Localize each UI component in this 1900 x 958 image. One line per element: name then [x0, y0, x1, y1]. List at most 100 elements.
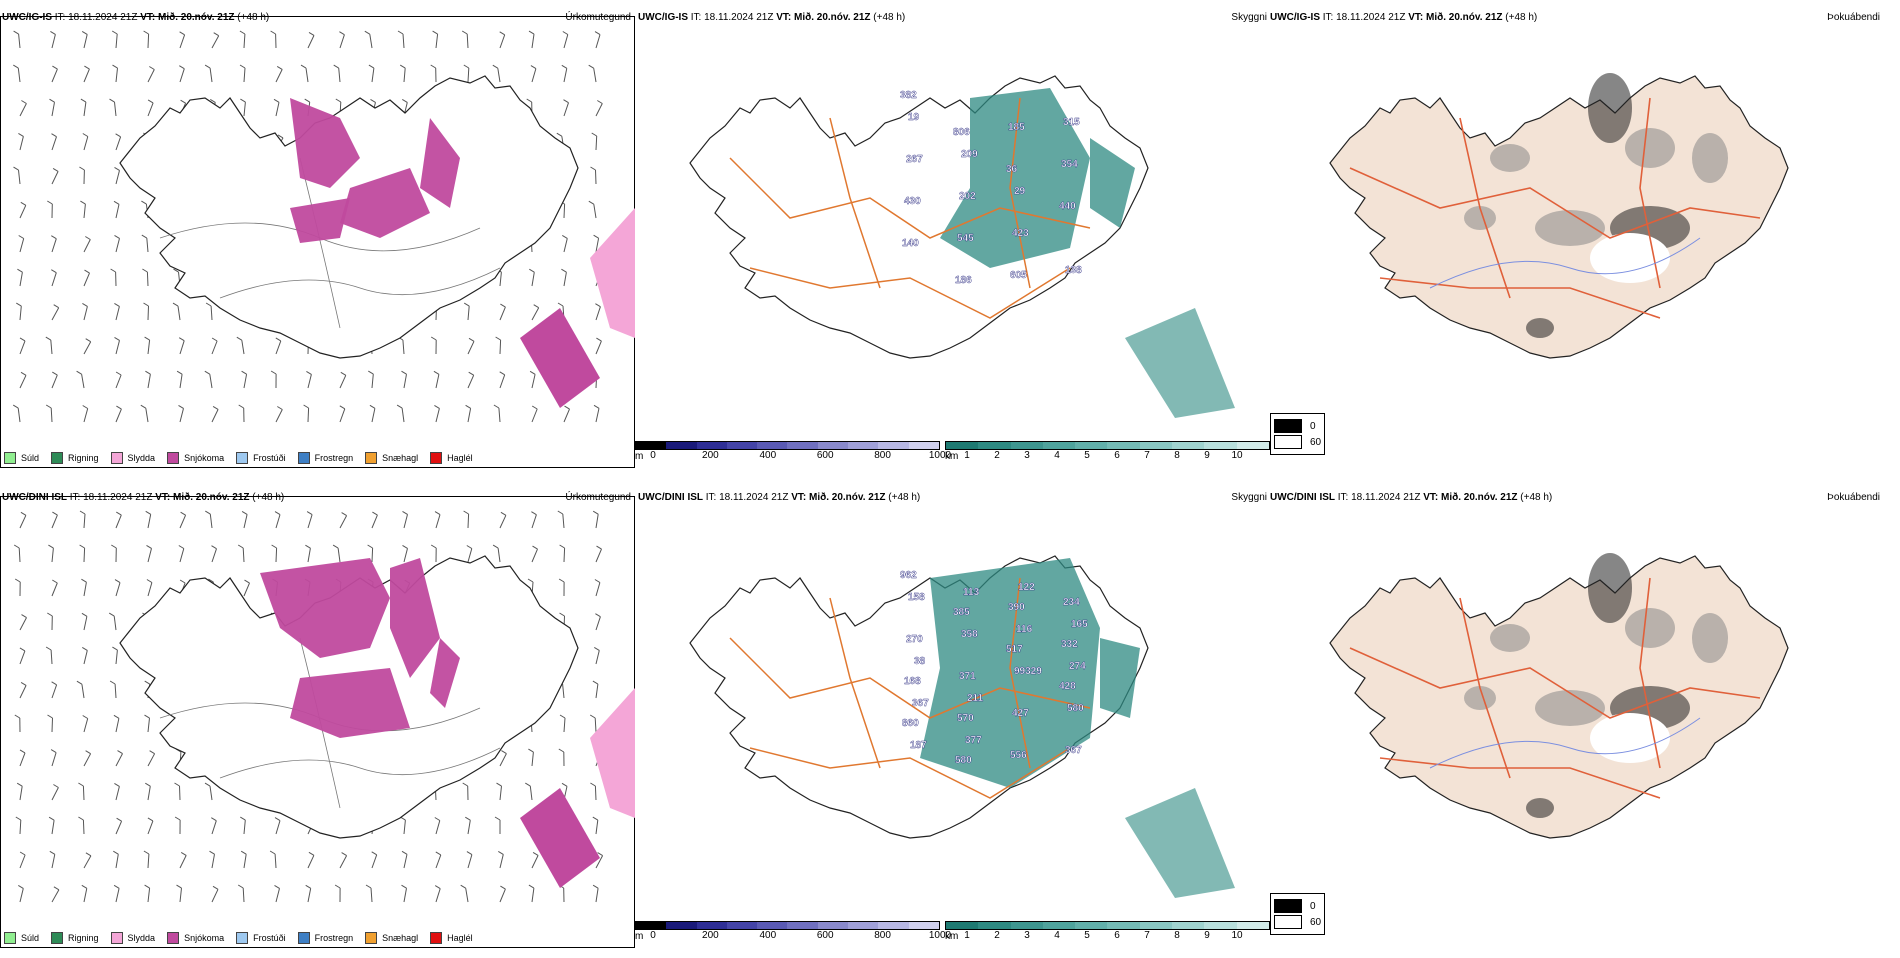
wind-barb [596, 104, 602, 117]
ceiling-tick: 0 [650, 930, 656, 941]
wind-barb-flag [240, 817, 245, 820]
wind-barb-flag [435, 886, 440, 889]
wind-barb-flag [371, 99, 376, 102]
wind-barb-flag [464, 65, 469, 68]
wind-barb-flag [109, 613, 114, 616]
fog-legend-item: 0 [1274, 419, 1321, 433]
wind-barb [242, 340, 244, 354]
wind-barb-flag [525, 783, 530, 786]
wind-barb [532, 855, 538, 868]
wind-barb-flag [20, 648, 25, 651]
colorbar-segment [978, 922, 1010, 929]
wind-barb [180, 888, 182, 902]
wind-barb [308, 548, 310, 562]
colorbar-segment [946, 442, 978, 449]
wind-barb-flag [594, 405, 599, 408]
wind-barb-flag [114, 201, 119, 204]
ceiling-value: 116 [1016, 624, 1033, 635]
wind-barb-flag [595, 614, 600, 617]
wind-barb-flag [242, 511, 247, 514]
wind-barb-flag [206, 303, 211, 306]
ceiling-value: 367 [912, 698, 929, 709]
ceiling-tick: 400 [759, 450, 776, 461]
legend-label: Rigning [68, 453, 99, 463]
wind-barb [52, 788, 58, 801]
fog-legend-swatch [1274, 419, 1302, 433]
wind-barb [564, 548, 565, 562]
wind-barb-flag [144, 303, 149, 306]
wind-barb-flag [82, 303, 87, 306]
wind-barb [212, 854, 215, 868]
wind-barb-flag [48, 545, 53, 548]
wind-barb [340, 516, 347, 528]
wind-barb [148, 548, 152, 562]
visibility-tick: 8 [1174, 450, 1180, 461]
ceiling-value: 113 [963, 587, 980, 598]
wind-barb-flag [403, 511, 408, 514]
wind-barb [51, 340, 52, 354]
ceiling-value: 274 [1069, 661, 1086, 672]
colorbar-segment [1107, 922, 1139, 929]
wind-barb [564, 204, 565, 218]
visibility-tick: 3 [1024, 450, 1030, 461]
ceiling-value: 517 [1006, 644, 1023, 655]
wind-barb [52, 515, 57, 528]
wind-barb-flag [341, 372, 346, 375]
legend-item: Snjókoma [167, 452, 224, 464]
wind-barb [52, 137, 57, 150]
wind-barb [563, 684, 564, 698]
wind-barb [372, 515, 377, 528]
wind-barb [83, 820, 84, 834]
ceiling-value: 580 [1067, 703, 1084, 714]
wind-barb [594, 204, 596, 218]
wind-barb-flag [593, 817, 598, 820]
wind-barb-flag [181, 512, 186, 515]
wind-barb [596, 307, 600, 320]
wind-barb-flag [78, 783, 83, 786]
wind-barb [468, 341, 474, 354]
wind-barb-flag [142, 269, 147, 272]
wind-barb [308, 374, 311, 388]
wind-barb [115, 102, 117, 116]
wind-barb-flag [309, 32, 314, 35]
wind-barb-flag [366, 885, 371, 888]
wind-barb-flag [465, 817, 470, 820]
wind-barb-flag [467, 852, 472, 855]
wind-barb-flag [16, 303, 21, 306]
wind-barb [564, 409, 570, 422]
low-visibility-area [1125, 308, 1235, 418]
ceiling-value: 428 [1059, 681, 1076, 692]
visibility-tick: 9 [1204, 450, 1210, 461]
wind-barb [116, 888, 119, 902]
wind-barb-flag [529, 269, 534, 272]
wind-barb [212, 821, 216, 834]
legend-item: Frostregn [298, 452, 354, 464]
wind-barb-flag [214, 33, 219, 36]
wind-barb-flag [464, 511, 469, 514]
wind-barb-flag [82, 613, 87, 616]
wind-barb-flag [13, 405, 18, 408]
wind-barb [148, 754, 155, 766]
wind-barb [596, 514, 598, 528]
wind-barb [212, 549, 217, 562]
ceiling-value: 427 [1012, 708, 1029, 719]
wind-barb [20, 618, 27, 630]
wind-barb [468, 68, 469, 82]
wind-barb-flag [495, 817, 500, 820]
wind-barb-flag [147, 580, 152, 583]
wind-barb [276, 102, 279, 116]
wind-barb-flag [175, 783, 180, 786]
ceiling-value: 806 [953, 127, 970, 138]
wind-barb [180, 786, 181, 800]
wind-barb-flag [212, 546, 217, 549]
wind-barb-flag [277, 66, 282, 69]
wind-barb [244, 514, 247, 528]
wind-barb [20, 753, 25, 766]
colorbar-segment [697, 442, 727, 449]
visibility-unit: km [945, 451, 958, 462]
wind-barb-flag [398, 31, 403, 34]
wind-barb-flag [397, 405, 402, 408]
wind-barb [84, 240, 90, 253]
wind-barb [84, 34, 87, 48]
